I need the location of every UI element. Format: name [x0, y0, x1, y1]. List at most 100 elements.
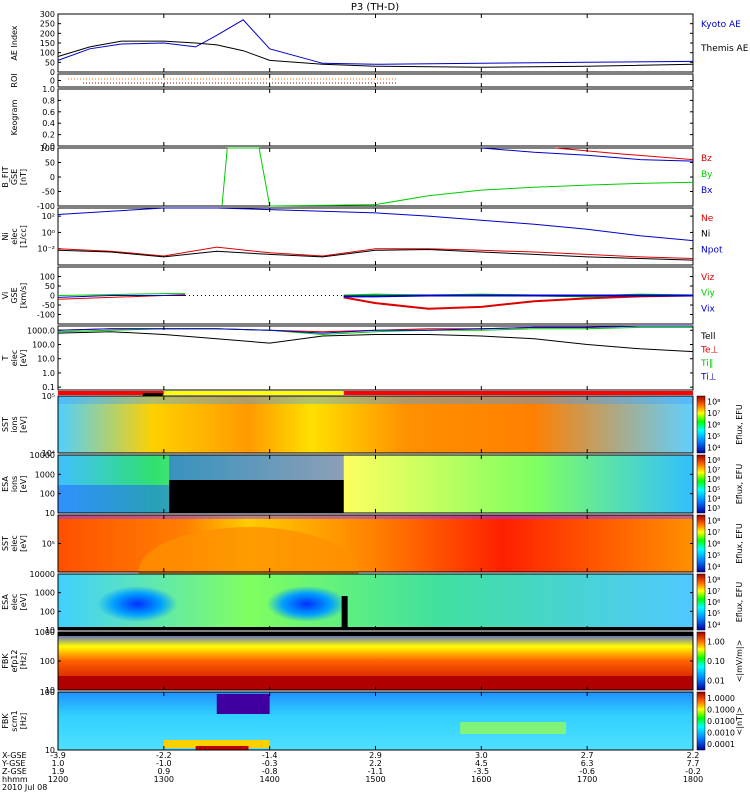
colorbar-fbk_b [696, 691, 706, 751]
ytick-label-keo: 0.6 [42, 108, 55, 117]
fbk-b-red [195, 746, 249, 750]
colorbar-tick-esa_i: 10⁸ [707, 456, 720, 465]
ytick-label-sst_i: 10⁵ [42, 392, 55, 401]
ytick-label-vi: 50 [45, 282, 55, 291]
x-col-value: 1600 [471, 775, 491, 784]
legend-ni-2: Npot [701, 245, 723, 255]
ytick-label-ae: 200 [40, 29, 55, 38]
series-bfit-1 [221, 147, 694, 207]
esa-ion-low [58, 485, 170, 513]
ytick-label-esa_i: 100 [40, 490, 55, 499]
colorbar-tick-esa_e: 10⁷ [707, 587, 720, 596]
ytick-label-fbk_e: 10 [45, 686, 55, 695]
ylabel-sst_e: SSTelec[eV] [1, 535, 28, 552]
panel-esa_i: ESAions[eV]1010010001000010³10⁴10⁵10⁶10⁷… [1, 451, 744, 518]
ytick-label-esa_e: 10 [45, 626, 55, 635]
ytick-label-ni: 10⁰ [42, 228, 55, 237]
legend-t-3: Ti⊥ [700, 373, 717, 383]
series-ni-1 [57, 248, 694, 261]
ytick-label-fbk_e: 1000 [35, 628, 55, 637]
plot-title: P3 (TH-D) [351, 2, 399, 13]
ytick-label-bfit: -100 [37, 202, 55, 211]
frame-t [57, 325, 694, 391]
x-col-value: -0.2 [685, 767, 701, 776]
legend-ni-1: Ni [701, 230, 710, 240]
x-col-value: 1800 [683, 775, 703, 784]
ytick-label-vi: -50 [42, 301, 55, 310]
x-col-value: -3.5 [474, 767, 490, 776]
colorbar-label-sst_i: Eflux, EFU [735, 404, 744, 445]
ytick-label-keo: 0.8 [42, 96, 55, 105]
x-col-value: 1400 [259, 775, 279, 784]
mode-bar [58, 391, 693, 396]
x-col-value: -1.4 [262, 751, 278, 760]
colorbar-tick-sst_i: 10⁸ [707, 398, 720, 407]
series-t-0 [57, 331, 694, 353]
colorbar-tick-sst_e: 10⁴ [707, 562, 720, 571]
ytick-label-bfit: 0 [50, 173, 55, 182]
colorbar-label-sst_e: Eflux, EFU [735, 523, 744, 564]
colorbar-tick-esa_e: 10⁴ [707, 620, 720, 629]
colorbar-tick-sst_e: 10⁶ [707, 540, 720, 549]
colorbar-esa_e [696, 573, 706, 631]
x-col-value: 2.9 [369, 751, 382, 760]
mode-bar-red-1 [58, 391, 164, 395]
ylabel-esa_i: ESAions[eV] [1, 476, 28, 493]
legend-bfit-1: By [701, 170, 713, 180]
colorbar-tick-fbk_b: 0.0010 [707, 729, 735, 738]
legend-ni-0: Ne [701, 214, 714, 224]
colorbar-tick-fbk_e: 0.01 [707, 676, 725, 685]
x-col-value: -1.1 [368, 767, 384, 776]
colorbar-tick-fbk_b: 1.0000 [707, 694, 735, 703]
fbk-b-yellow [163, 740, 270, 748]
x-col-value: 2.7 [581, 751, 594, 760]
ylabel-keo: Keogram [10, 99, 19, 135]
ylabel-vi: ViGSE[km/s] [1, 283, 28, 309]
x-col-value: 1.9 [52, 767, 65, 776]
ytick-label-keo: 0.2 [42, 131, 55, 140]
heatmap-sst_i [58, 396, 693, 453]
ytick-label-t: 10.0 [37, 355, 55, 364]
x-row-label: hhmm [2, 775, 28, 784]
esa-elec-blob-1 [97, 586, 178, 622]
x-row-label: 2010 Jul 08 [2, 783, 47, 792]
panel-esa_e: ESAelec[eV] 10 100 1000 10000 10⁴ 10⁵ 10⁶ 10⁷ 10⁸… [1, 570, 744, 635]
ytick-label-sst_e: 10⁵ [42, 540, 55, 549]
ylabel-fbk_e: FBKefp12[Hz] [1, 650, 28, 673]
mode-bar-yellow [163, 391, 344, 395]
esa-ion-dropout [169, 480, 344, 513]
ylabel-ae: AE Index [10, 25, 19, 60]
legend-ae-0: Kyoto AE [701, 20, 741, 30]
colorbar-tick-sst_e: 10⁷ [707, 528, 720, 537]
colorbar-tick-esa_e: 10⁵ [707, 609, 720, 618]
colorbar-esa_i [696, 454, 706, 514]
colorbar-label-fbk_b: <|nT|> [735, 707, 744, 736]
legend-vi-0: Viz [701, 273, 714, 283]
series-vi-2 [57, 295, 185, 298]
ytick-label-esa_e: 100 [40, 607, 55, 616]
ytick-label-esa_i: 1000 [35, 470, 55, 479]
colorbar-tick-fbk_b: 0.0100 [707, 717, 735, 726]
legend-vi-2: Vix [701, 304, 715, 314]
colorbar-tick-fbk_b: 0.0001 [707, 740, 735, 749]
frame-ni [57, 207, 694, 266]
series-ni-2 [57, 207, 694, 242]
x-col-value: 3.0 [475, 751, 488, 760]
colorbar-tick-esa_i: 10⁶ [707, 475, 720, 484]
ytick-label-fbk_b: 10 [45, 746, 55, 755]
ytick-label-keo: 0.4 [42, 119, 55, 128]
x-col-value: 1700 [577, 775, 597, 784]
colorbar-tick-esa_i: 10³ [707, 504, 720, 513]
ytick-label-fbk_b: 100 [40, 688, 55, 697]
ytick-label-ni: 10⁻² [37, 245, 55, 254]
x-col-value: 1500 [365, 775, 385, 784]
x-col-value: 1300 [154, 775, 174, 784]
panel-roi: ROI 0 [10, 73, 694, 88]
x-col-value: -1.0 [156, 759, 172, 768]
panel-sst_e: SSTelec[eV] 10⁵ 10⁴ 10⁵ 10⁶ 10⁷ 10⁸ Eflux, EFU [1, 514, 744, 617]
x-row-label: X-GSE [2, 751, 27, 760]
panel-keo: Keogram 0.0 0.2 0.4 0.6 0.8 1.0 [10, 85, 694, 151]
